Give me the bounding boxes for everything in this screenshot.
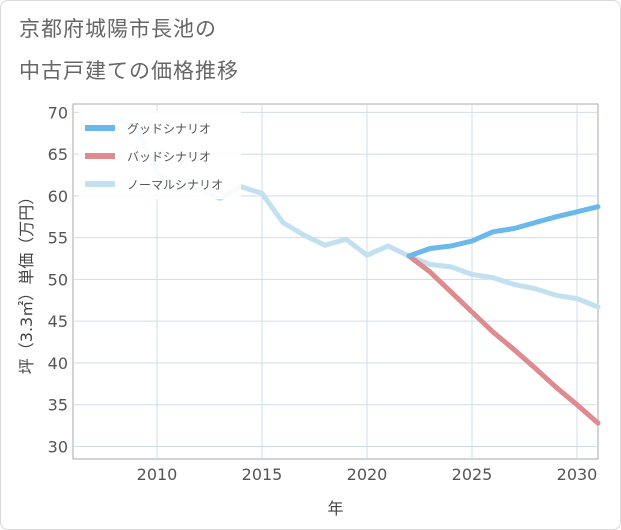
- x-tick-label: 2030: [557, 465, 598, 484]
- y-tick-label: 65: [48, 145, 68, 164]
- legend-label: ノーマルシナリオ: [127, 178, 223, 192]
- legend-label: グッドシナリオ: [127, 122, 211, 136]
- chart-title-line2: 中古戸建ての価格推移: [19, 59, 239, 83]
- legend-label: バッドシナリオ: [127, 150, 211, 164]
- x-tick-labels: 2010 2015 2020 2025 2030: [137, 465, 598, 484]
- y-axis-label: 坪（3.3㎡）単価（万円）: [17, 189, 36, 374]
- x-axis-label: 年: [327, 499, 343, 518]
- series-line: [406, 253, 601, 426]
- y-tick-label: 55: [48, 229, 68, 248]
- y-tick-label: 60: [48, 187, 68, 206]
- y-tick-label: 50: [48, 270, 68, 289]
- y-tick-label: 70: [48, 103, 68, 122]
- y-tick-label: 40: [48, 354, 68, 373]
- y-tick-label: 45: [48, 312, 68, 331]
- series-line: [406, 204, 601, 259]
- y-tick-label: 35: [48, 396, 68, 415]
- chart-title-line1: 京都府城陽市長池の: [19, 17, 217, 41]
- y-tick-label: 30: [48, 437, 68, 456]
- y-tick-labels: 30 35 40 45 50 55 60 65 70: [48, 103, 68, 456]
- x-tick-label: 2015: [242, 465, 283, 484]
- x-tick-label: 2020: [347, 465, 388, 484]
- x-tick-label: 2010: [137, 465, 178, 484]
- x-tick-label: 2025: [452, 465, 493, 484]
